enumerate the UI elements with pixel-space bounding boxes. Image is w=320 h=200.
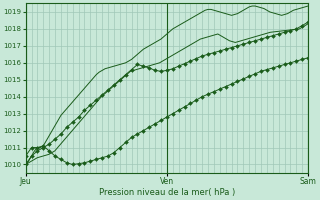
- X-axis label: Pression niveau de la mer( hPa ): Pression niveau de la mer( hPa ): [99, 188, 235, 197]
